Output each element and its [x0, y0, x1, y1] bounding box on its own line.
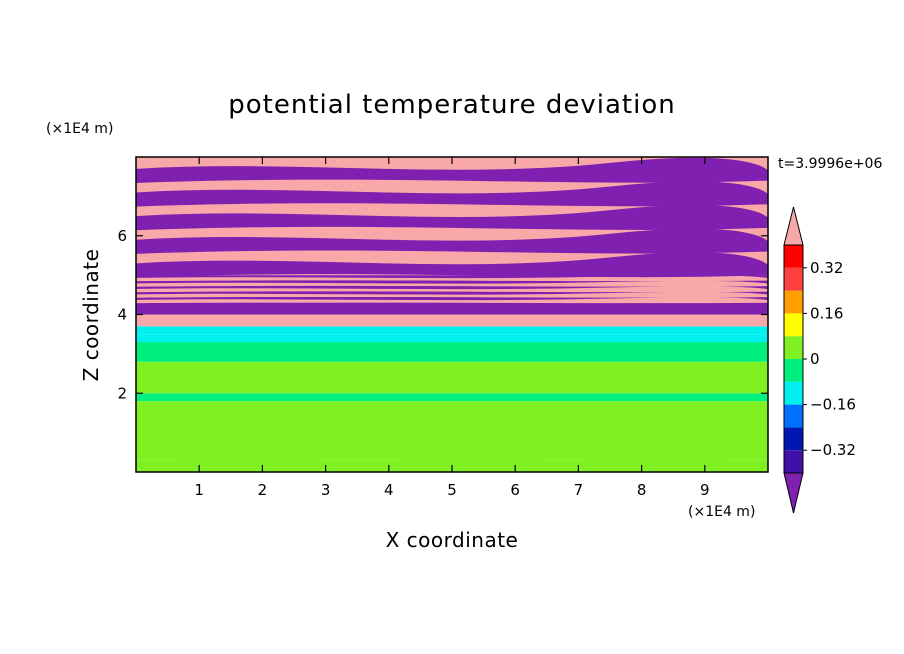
contour-band [136, 181, 768, 207]
x-tick-label: 5 [447, 481, 457, 499]
contour-layer [136, 342, 768, 362]
contour-band [136, 291, 768, 298]
contour-layer [136, 326, 768, 335]
x-tick-label: 2 [258, 481, 268, 499]
chart-title: potential temperature deviation [228, 90, 675, 120]
x-tick-label: 3 [321, 481, 331, 499]
contour-plume [400, 427, 541, 461]
y-tick-label: 6 [117, 227, 127, 245]
colorbar: 0.32 0.16 0 −0.16 −0.32 [783, 206, 856, 514]
colorbar-box [784, 404, 803, 428]
colorbar-label: −0.16 [810, 396, 856, 414]
colorbar-box [784, 267, 803, 291]
colorbar-box [784, 290, 803, 314]
colorbar-label: −0.32 [810, 441, 856, 459]
x-ticks: 1 2 3 4 5 6 7 8 9 [194, 157, 710, 499]
contour-layer [136, 393, 768, 402]
y-axis-label: Z coordinate [79, 249, 103, 382]
colorbar-extend-bottom [783, 472, 804, 514]
y-ticks: 2 4 6 [117, 227, 768, 402]
contour-band [136, 228, 768, 254]
contour-layer [136, 302, 768, 315]
colorbar-box [784, 381, 803, 405]
colorbar-label: 0.32 [810, 259, 843, 277]
time-label: t=3.9996e+06 [778, 156, 882, 172]
contour-band [136, 286, 768, 293]
contour-layer [136, 361, 768, 378]
x-axis-label: X coordinate [386, 528, 519, 552]
x-tick-label: 8 [637, 481, 647, 499]
contour-layer [136, 314, 768, 327]
colorbar-label: 0 [810, 350, 820, 368]
x-axis-unit: (×1E4 m) [688, 504, 755, 520]
contour-layer [136, 377, 768, 394]
colorbar-box [784, 313, 803, 337]
y-tick-label: 4 [117, 306, 127, 324]
colorbar-label: 0.16 [810, 304, 843, 322]
colorbar-box [784, 336, 803, 359]
contour-layer [136, 334, 768, 343]
contour-plume [179, 427, 320, 461]
contour-band [136, 280, 768, 287]
contour-band [136, 205, 768, 231]
colorbar-box [784, 245, 803, 268]
colorbar-box [784, 450, 803, 473]
contour-field [136, 157, 768, 472]
colorbar-box [784, 359, 803, 382]
x-tick-label: 6 [510, 481, 520, 499]
y-axis-unit: (×1E4 m) [46, 121, 113, 137]
contour-band [136, 157, 768, 183]
y-tick-label: 2 [117, 384, 127, 402]
contour-plume [584, 427, 725, 461]
x-tick-label: 9 [700, 481, 710, 499]
contour-band [136, 252, 768, 278]
contour-band [136, 297, 768, 304]
colorbar-box [784, 427, 803, 451]
x-tick-label: 1 [194, 481, 204, 499]
x-tick-label: 4 [384, 481, 394, 499]
x-tick-label: 7 [574, 481, 584, 499]
colorbar-extend-top [783, 206, 804, 246]
